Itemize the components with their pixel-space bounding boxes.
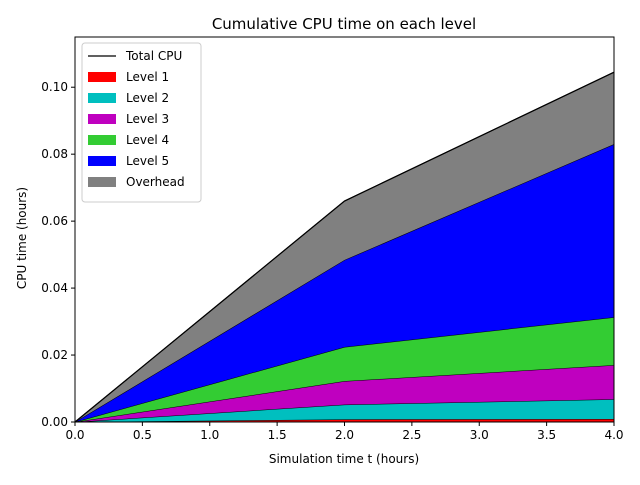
legend-label-overhead: Overhead xyxy=(126,175,185,189)
area-level-4 xyxy=(75,317,614,422)
y-tick-label: 0.04 xyxy=(41,281,68,295)
legend-label-level-2: Level 2 xyxy=(126,91,169,105)
legend-label-level-3: Level 3 xyxy=(126,112,169,126)
x-tick-label: 0.0 xyxy=(65,428,84,442)
y-tick-label: 0.02 xyxy=(41,348,68,362)
x-tick-label: 1.0 xyxy=(200,428,219,442)
x-tick-label: 3.0 xyxy=(470,428,489,442)
x-tick-label: 0.5 xyxy=(133,428,152,442)
legend-swatch-level-2 xyxy=(88,93,116,103)
legend-label-level-5: Level 5 xyxy=(126,154,169,168)
legend-swatch-overhead xyxy=(88,177,116,187)
legend-swatch-level-5 xyxy=(88,156,116,166)
area-overhead xyxy=(75,72,614,423)
legend-swatch-level-4 xyxy=(88,135,116,145)
area-level-2 xyxy=(75,399,614,422)
y-tick-label: 0.08 xyxy=(41,147,68,161)
y-tick-label: 0.06 xyxy=(41,214,68,228)
legend-swatch-level-1 xyxy=(88,72,116,82)
legend-swatch-level-3 xyxy=(88,114,116,124)
area-level-5 xyxy=(75,144,614,422)
y-tick-label: 0.10 xyxy=(41,80,68,94)
legend-label-total-cpu: Total CPU xyxy=(125,49,182,63)
x-tick-label: 3.5 xyxy=(537,428,556,442)
legend-label-level-4: Level 4 xyxy=(126,133,169,147)
area-level-1 xyxy=(75,418,614,422)
chart-title: Cumulative CPU time on each level xyxy=(212,15,476,33)
y-axis-label: CPU time (hours) xyxy=(15,187,29,289)
x-tick-label: 1.5 xyxy=(268,428,287,442)
x-axis-label: Simulation time t (hours) xyxy=(269,452,419,466)
x-tick-label: 2.5 xyxy=(402,428,421,442)
y-tick-label: 0.00 xyxy=(41,415,68,429)
total-cpu-line xyxy=(74,71,615,423)
x-tick-label: 2.0 xyxy=(335,428,354,442)
axes: 0.0 0.5 1.0 1.5 2.0 2.5 3.0 3.5 4.0 0.00 0.02 0.04 0… xyxy=(41,36,624,442)
stacked-areas xyxy=(74,71,615,423)
area-level-3 xyxy=(75,365,614,422)
legend-label-level-1: Level 1 xyxy=(126,70,169,84)
legend: Total CPU Level 1 Level 2 Level 3 Level 4 Lev… xyxy=(81,42,202,203)
x-tick-label: 4.0 xyxy=(604,428,623,442)
